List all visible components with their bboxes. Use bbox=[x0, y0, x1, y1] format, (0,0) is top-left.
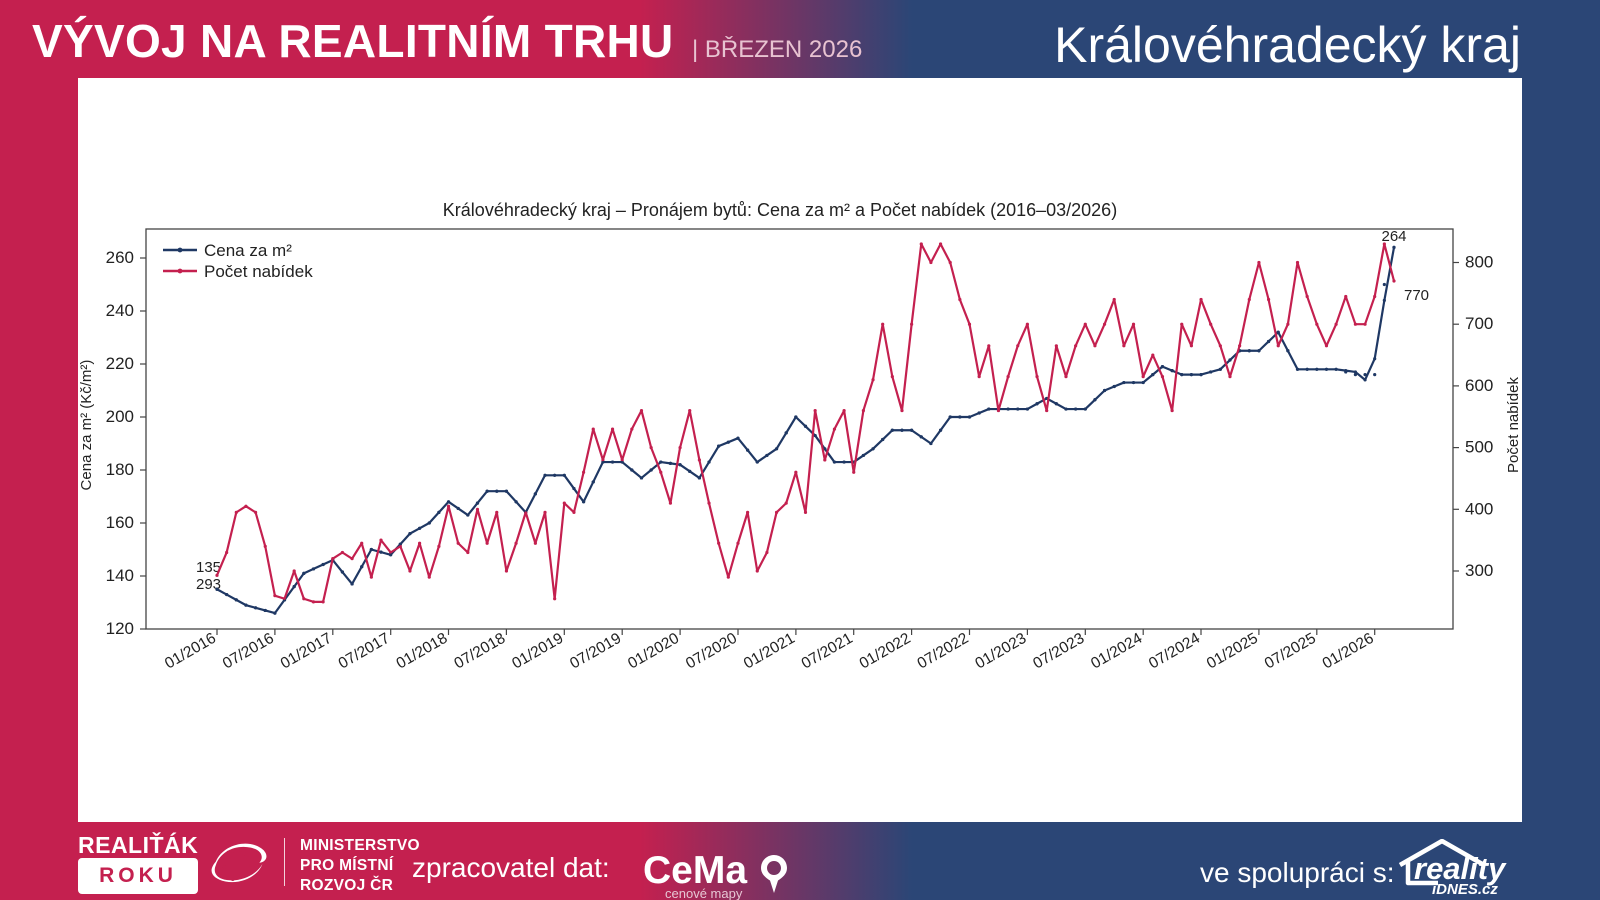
svg-text:770: 770 bbox=[1404, 287, 1429, 304]
svg-text:07/2017: 07/2017 bbox=[336, 630, 393, 673]
svg-text:300: 300 bbox=[1465, 561, 1493, 580]
svg-text:700: 700 bbox=[1465, 314, 1493, 333]
svg-text:01/2024: 01/2024 bbox=[1088, 630, 1145, 673]
svg-text:800: 800 bbox=[1465, 253, 1493, 272]
svg-text:07/2022: 07/2022 bbox=[914, 630, 971, 673]
svg-text:01/2016: 01/2016 bbox=[162, 630, 219, 673]
svg-text:180: 180 bbox=[106, 460, 134, 479]
svg-text:260: 260 bbox=[106, 248, 134, 267]
svg-text:264: 264 bbox=[1381, 228, 1406, 245]
svg-text:01/2019: 01/2019 bbox=[509, 630, 566, 673]
svg-text:07/2023: 07/2023 bbox=[1030, 630, 1087, 673]
svg-text:07/2025: 07/2025 bbox=[1262, 630, 1319, 673]
svg-text:01/2023: 01/2023 bbox=[972, 630, 1029, 673]
svg-text:120: 120 bbox=[106, 619, 134, 638]
svg-text:220: 220 bbox=[106, 354, 134, 373]
svg-text:200: 200 bbox=[106, 407, 134, 426]
svg-text:400: 400 bbox=[1465, 499, 1493, 518]
svg-text:07/2024: 07/2024 bbox=[1146, 630, 1203, 673]
svg-text:07/2019: 07/2019 bbox=[567, 630, 624, 673]
svg-text:01/2018: 01/2018 bbox=[393, 630, 450, 673]
svg-text:01/2020: 01/2020 bbox=[625, 630, 682, 673]
svg-text:01/2022: 01/2022 bbox=[857, 630, 914, 673]
svg-text:240: 240 bbox=[106, 301, 134, 320]
svg-text:07/2021: 07/2021 bbox=[799, 630, 856, 673]
svg-text:07/2018: 07/2018 bbox=[451, 630, 508, 673]
svg-text:140: 140 bbox=[106, 566, 134, 585]
svg-text:Cena za m²: Cena za m² bbox=[204, 241, 292, 260]
svg-text:Počet nabídek: Počet nabídek bbox=[204, 262, 313, 281]
svg-text:01/2026: 01/2026 bbox=[1320, 630, 1377, 673]
svg-text:01/2021: 01/2021 bbox=[741, 630, 798, 673]
svg-text:07/2016: 07/2016 bbox=[220, 630, 277, 673]
svg-text:160: 160 bbox=[106, 513, 134, 532]
svg-text:01/2025: 01/2025 bbox=[1204, 630, 1261, 673]
svg-text:600: 600 bbox=[1465, 376, 1493, 395]
svg-text:07/2020: 07/2020 bbox=[683, 630, 740, 673]
svg-text:01/2017: 01/2017 bbox=[278, 630, 335, 673]
svg-text:500: 500 bbox=[1465, 438, 1493, 457]
